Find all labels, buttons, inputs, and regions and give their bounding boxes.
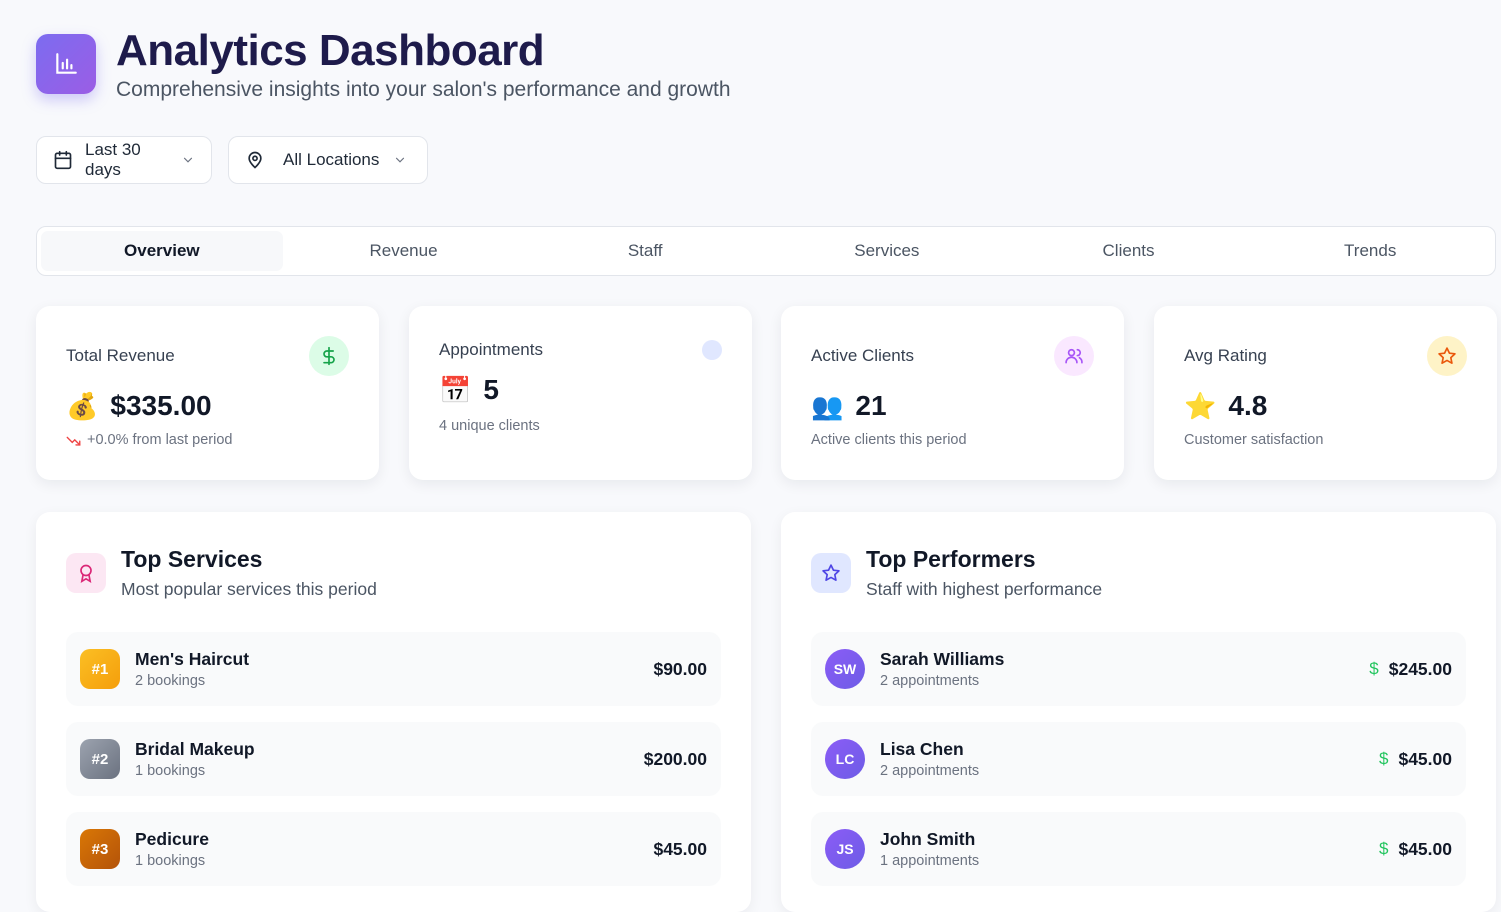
chevron-down-icon — [181, 153, 195, 167]
money-bag-icon: 💰 — [66, 390, 99, 421]
panel-header: Top Performers Staff with highest perfor… — [811, 546, 1102, 600]
staff-revenue: $ $45.00 — [1379, 838, 1452, 859]
stat-label: Total Revenue — [66, 346, 175, 365]
stat-value: 💰 $335.00 — [66, 390, 212, 422]
rank-badge: #3 — [80, 829, 120, 869]
service-name: Bridal Makeup — [135, 739, 255, 759]
service-revenue: $200.00 — [643, 748, 707, 769]
star-icon — [811, 553, 851, 593]
date-range-select[interactable]: Last 30 days — [36, 136, 212, 184]
top-performers-panel: Top Performers Staff with highest perfor… — [781, 512, 1496, 912]
stat-subtext: Active clients this period — [811, 432, 967, 448]
list-item[interactable]: #2 Bridal Makeup 1 bookings $200.00 — [66, 722, 721, 796]
avg-rating-card: Avg Rating ⭐ 4.8 Customer satisfaction — [1154, 306, 1497, 480]
staff-revenue: $ $245.00 — [1369, 658, 1452, 679]
panel-subtitle: Most popular services this period — [121, 579, 377, 599]
revenue-value: $335.00 — [110, 390, 212, 421]
bar-chart-icon — [36, 34, 96, 94]
service-name: Pedicure — [135, 829, 209, 849]
tab-services[interactable]: Services — [854, 241, 920, 260]
stat-label: Avg Rating — [1184, 346, 1267, 365]
page-title: Analytics Dashboard — [116, 26, 545, 75]
dollar-icon: $ — [1379, 749, 1389, 768]
avatar: SW — [825, 649, 865, 689]
booking-count: 1 bookings — [135, 853, 206, 869]
rank-badge: #2 — [80, 739, 120, 779]
dollar-icon — [309, 336, 349, 376]
page-subtitle: Comprehensive insights into your salon's… — [116, 78, 731, 101]
avatar: JS — [825, 829, 865, 869]
appointments-card: Appointments 📅 5 4 unique clients — [409, 306, 752, 480]
panel-title: Top Performers — [866, 546, 1036, 572]
map-pin-icon — [245, 150, 265, 170]
location-select[interactable]: All Locations — [228, 136, 428, 184]
date-range-value: Last 30 days — [85, 140, 141, 179]
stat-value: ⭐ 4.8 — [1184, 390, 1267, 422]
star-emoji-icon: ⭐ — [1184, 390, 1217, 421]
page-header: Analytics Dashboard Comprehensive insigh… — [36, 26, 731, 102]
panel-subtitle: Staff with highest performance — [866, 579, 1103, 599]
list-item[interactable]: JS John Smith 1 appointments $ $45.00 — [811, 812, 1466, 886]
stat-label: Active Clients — [811, 346, 914, 365]
award-icon — [66, 553, 106, 593]
stat-subtext: +0.0% from last period — [66, 432, 232, 448]
appointment-count: 2 appointments — [880, 763, 980, 779]
active-clients-card: Active Clients 👥 21 Active clients this … — [781, 306, 1124, 480]
staff-name: Lisa Chen — [880, 739, 964, 759]
dollar-icon: $ — [1369, 659, 1379, 678]
star-icon — [1427, 336, 1467, 376]
list-item[interactable]: #1 Men's Haircut 2 bookings $90.00 — [66, 632, 721, 706]
staff-revenue: $ $45.00 — [1379, 748, 1452, 769]
dollar-icon: $ — [1379, 839, 1389, 858]
staff-name: Sarah Williams — [880, 649, 1005, 669]
list-item[interactable]: SW Sarah Williams 2 appointments $ $245.… — [811, 632, 1466, 706]
tab-trends[interactable]: Trends — [1344, 241, 1397, 260]
stat-value: 👥 21 — [811, 390, 887, 422]
clients-value: 21 — [855, 390, 887, 421]
calendar-icon — [53, 150, 73, 170]
appointments-value: 5 — [483, 374, 499, 405]
stat-value: 📅 5 — [439, 374, 499, 406]
filter-bar: Last 30 days All Locations — [36, 136, 428, 184]
stat-label: Appointments — [439, 340, 543, 359]
panel-header: Top Services Most popular services this … — [66, 546, 377, 600]
list-item[interactable]: LC Lisa Chen 2 appointments $ $45.00 — [811, 722, 1466, 796]
tab-staff[interactable]: Staff — [627, 241, 663, 260]
rating-value: 4.8 — [1228, 390, 1268, 421]
stat-subtext: Customer satisfaction — [1184, 432, 1324, 448]
tab-clients[interactable]: Clients — [1102, 241, 1155, 260]
tab-revenue[interactable]: Revenue — [369, 241, 438, 260]
service-revenue: $90.00 — [653, 658, 707, 679]
service-revenue: $45.00 — [653, 838, 707, 859]
calendar-emoji-icon: 📅 — [439, 374, 472, 405]
staff-name: John Smith — [880, 829, 976, 849]
appointment-count: 2 appointments — [880, 673, 980, 689]
tab-overview[interactable]: Overview — [41, 231, 283, 271]
total-revenue-card: Total Revenue 💰 $335.00 +0.0% from last … — [36, 306, 379, 480]
stat-subtext: 4 unique clients — [439, 418, 540, 434]
dot-icon — [702, 340, 722, 360]
appointment-count: 1 appointments — [880, 853, 980, 869]
rank-badge: #1 — [80, 649, 120, 689]
booking-count: 2 bookings — [135, 673, 206, 689]
trending-down-icon — [66, 433, 81, 448]
panel-title: Top Services — [121, 546, 263, 572]
top-services-panel: Top Services Most popular services this … — [36, 512, 751, 912]
chevron-down-icon — [393, 153, 407, 167]
users-icon — [1054, 336, 1094, 376]
service-name: Men's Haircut — [135, 649, 250, 669]
list-item[interactable]: #3 Pedicure 1 bookings $45.00 — [66, 812, 721, 886]
tab-bar: Overview Revenue Staff Services Clients … — [36, 226, 1496, 276]
location-value: All Locations — [283, 150, 380, 169]
people-emoji-icon: 👥 — [811, 390, 844, 421]
booking-count: 1 bookings — [135, 763, 206, 779]
avatar: LC — [825, 739, 865, 779]
